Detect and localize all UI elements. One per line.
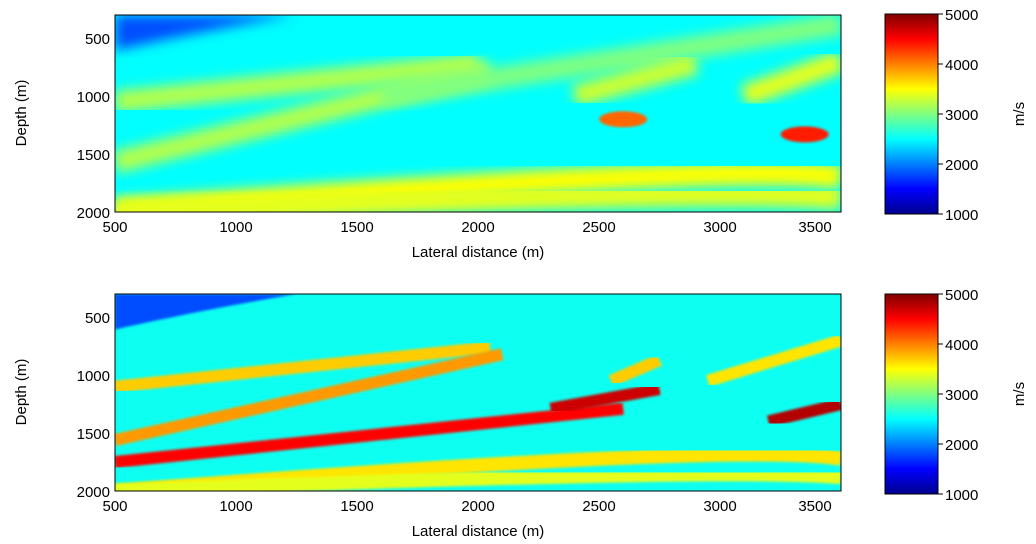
- x-tick-label: 1000: [219, 219, 252, 236]
- x-axis-top: 500 1000 1500 2000 2500 3000 3500 Latera…: [102, 219, 831, 261]
- velocity-layer: [549, 383, 661, 415]
- colorbar-unit-label: m/s: [1011, 382, 1028, 406]
- colorbar-gradient: [884, 293, 939, 495]
- x-axis-label-top: Lateral distance (m): [412, 244, 545, 261]
- velocity-layer: [740, 51, 841, 107]
- velocity-field-bottom: [115, 294, 841, 491]
- x-tick-label: 500: [102, 498, 127, 515]
- y-axis-bottom: 500 1000 1500 2000 Depth (m): [13, 310, 110, 501]
- colorbar-tick-label: 1000: [945, 487, 978, 504]
- y-tick-label: 2000: [77, 205, 110, 222]
- x-axis-bottom: 500 1000 1500 2000 2500 3000 3500 Latera…: [102, 498, 831, 540]
- x-axis-label-bottom: Lateral distance (m): [412, 523, 545, 540]
- velocity-anomaly: [599, 111, 648, 128]
- colorbar-tick-label: 5000: [945, 7, 978, 24]
- x-tick-label: 3000: [703, 498, 736, 515]
- x-tick-label: 500: [102, 219, 127, 236]
- velocity-layer: [767, 398, 841, 428]
- velocity-arch-layer: [115, 182, 841, 212]
- colorbar-tick-label: 2000: [945, 157, 978, 174]
- plot-area-bottom: [114, 293, 842, 492]
- x-tick-label: 2500: [582, 498, 615, 515]
- colorbar-bottom: 5000 4000 3000 2000 1000 m/s: [884, 287, 1028, 504]
- y-tick-label: 1000: [77, 89, 110, 106]
- colorbar-tick-label: 4000: [945, 57, 978, 74]
- velocity-field-top: [115, 15, 841, 212]
- y-axis-label-top: Depth (m): [13, 80, 30, 147]
- colorbar-top: 5000 4000 3000 2000 1000 m/s: [884, 7, 1028, 224]
- x-tick-label: 1500: [340, 498, 373, 515]
- x-tick-label: 2000: [461, 219, 494, 236]
- y-axis-top: 500 1000 1500 2000 Depth (m): [13, 31, 110, 222]
- velocity-anomaly: [780, 126, 829, 143]
- x-tick-label: 1500: [340, 219, 373, 236]
- colorbar-tick-label: 4000: [945, 337, 978, 354]
- x-tick-label: 3000: [703, 219, 736, 236]
- y-tick-label: 500: [85, 31, 110, 48]
- velocity-layer: [571, 53, 699, 107]
- x-tick-label: 2000: [461, 498, 494, 515]
- x-tick-label: 2500: [582, 219, 615, 236]
- y-tick-label: 1500: [77, 426, 110, 443]
- velocity-layer: [608, 354, 662, 387]
- plot-frame-bottom: [114, 293, 842, 492]
- velocity-layer: [379, 15, 841, 107]
- velocity-layer: [115, 52, 480, 113]
- low-velocity-zone: [115, 15, 297, 51]
- colorbar-unit-label: m/s: [1011, 102, 1028, 126]
- x-tick-label: 3500: [798, 498, 831, 515]
- plot-area-top: [114, 14, 842, 213]
- colorbar-tick-label: 1000: [945, 207, 978, 224]
- velocity-layer: [115, 348, 504, 446]
- velocity-layer: [115, 341, 491, 393]
- velocity-arch-layer: [115, 467, 841, 491]
- y-axis-label-bottom: Depth (m): [13, 359, 30, 426]
- low-velocity-zone: [115, 294, 297, 330]
- velocity-layer: [115, 402, 624, 468]
- velocity-layer: [706, 334, 841, 387]
- y-tick-label: 1500: [77, 147, 110, 164]
- x-tick-label: 3500: [798, 219, 831, 236]
- colorbar-tick-label: 5000: [945, 287, 978, 304]
- chart-panel-top: 500 1000 1500 2000 2500 3000 3500 Latera…: [13, 7, 1028, 261]
- colorbar-tick-label: 3000: [945, 387, 978, 404]
- chart-panel-bottom: 500 1000 1500 2000 2500 3000 3500 Latera…: [13, 287, 1028, 540]
- colorbar-gradient: [884, 13, 939, 215]
- y-tick-label: 2000: [77, 484, 110, 501]
- y-tick-label: 500: [85, 310, 110, 327]
- x-tick-label: 1000: [219, 498, 252, 515]
- colorbar-tick-label: 2000: [945, 437, 978, 454]
- colorbar-tick-label: 3000: [945, 107, 978, 124]
- plot-frame-top: [114, 14, 842, 213]
- y-tick-label: 1000: [77, 368, 110, 385]
